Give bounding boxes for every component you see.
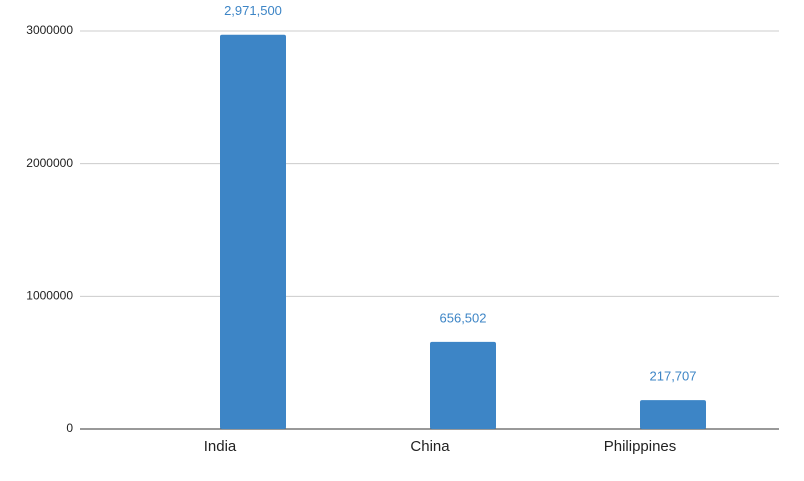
y-tick-label: 2000000 [26, 156, 73, 170]
bar [220, 34, 286, 429]
y-tick-label: 0 [66, 421, 73, 435]
bar [430, 341, 496, 429]
value-label: 656,502 [440, 310, 487, 325]
bar [640, 400, 706, 429]
x-tick-label: Philippines [604, 438, 677, 455]
x-tick-label: India [204, 438, 237, 455]
y-tick-label: 1000000 [26, 289, 73, 303]
value-label: 217,707 [650, 369, 697, 384]
value-label: 2,971,500 [224, 3, 282, 18]
y-tick-label: 3000000 [26, 23, 73, 37]
x-tick-label: China [410, 438, 450, 455]
